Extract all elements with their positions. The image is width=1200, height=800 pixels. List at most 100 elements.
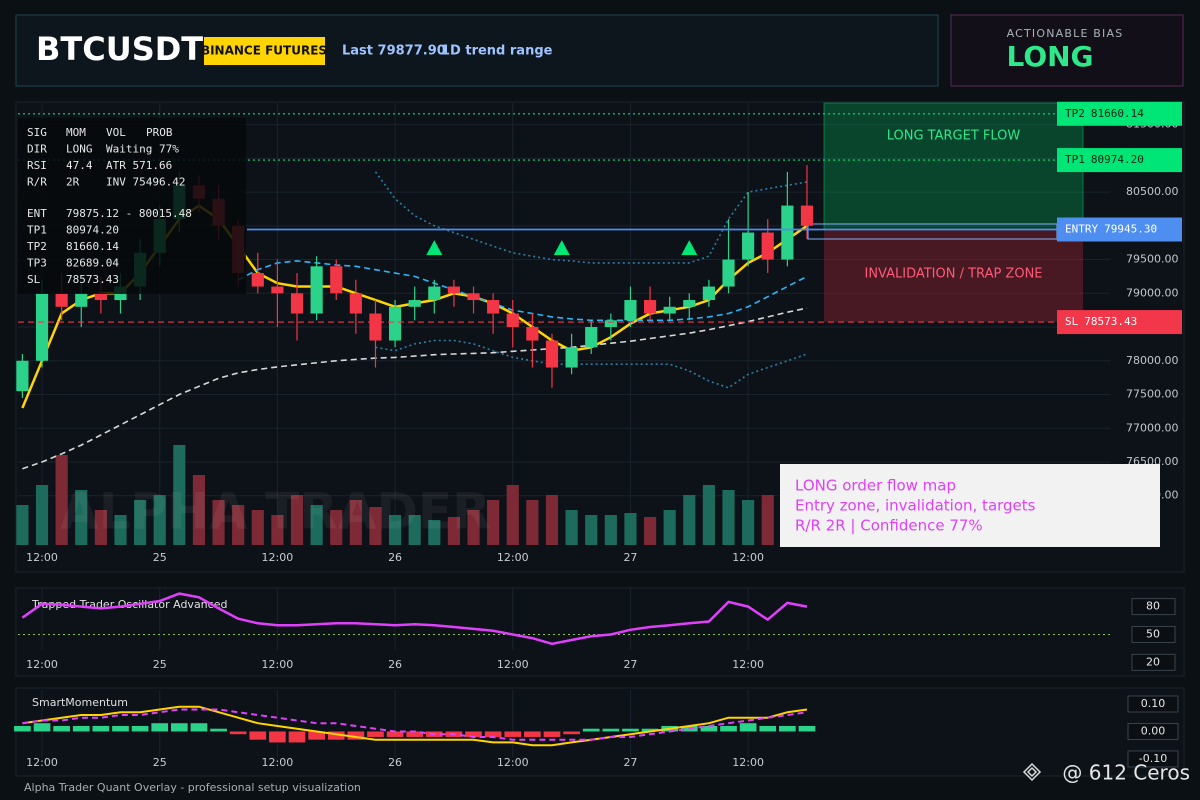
table-cell: VOL — [106, 126, 126, 139]
y-tick-label: 80500.00 — [1126, 185, 1179, 198]
y-tick-box — [1127, 722, 1179, 740]
histogram-bar — [759, 725, 777, 732]
indicator-line — [22, 307, 808, 470]
level-name: TP2 — [1065, 107, 1085, 120]
histogram-bar — [504, 731, 522, 737]
histogram-bar — [406, 731, 424, 737]
volume-bar — [761, 495, 774, 545]
volume-bar — [604, 515, 617, 545]
x-tick-label: 12:00 — [732, 658, 764, 671]
volume-bar — [114, 515, 127, 545]
level-label: TP1 80974.20 — [1065, 153, 1144, 166]
histogram-bar — [524, 731, 541, 737]
x-tick-label: 26 — [388, 756, 402, 769]
x-tick-label: 12:00 — [26, 658, 58, 671]
volume-bar — [565, 510, 578, 545]
candle-body — [330, 266, 343, 294]
histogram-bar — [151, 723, 169, 732]
histogram-bar — [347, 731, 365, 740]
y-tick-box — [1131, 598, 1176, 616]
volume-bar — [624, 513, 637, 545]
y-tick-label: 20 — [1146, 655, 1160, 668]
table-cell: ENT — [27, 207, 47, 220]
volume-bar — [585, 515, 598, 545]
table-cell: DIR — [27, 143, 47, 156]
candle-body — [526, 327, 539, 341]
histogram-bar — [779, 725, 796, 732]
table-cell: 2R — [66, 176, 80, 189]
volume-bar — [702, 485, 715, 545]
volume-bar — [192, 475, 206, 545]
candle-body — [271, 286, 284, 294]
trap-zone-label: INVALIDATION / TRAP ZONE — [864, 267, 1042, 282]
y-tick-label: 77500.00 — [1126, 388, 1179, 401]
y-tick-label: 0.10 — [1141, 697, 1166, 710]
volume-bar — [683, 495, 696, 545]
level-price: 78573.43 — [1084, 315, 1137, 328]
volume-bar — [369, 507, 382, 545]
volume-bar — [94, 510, 107, 545]
table-cell: R/R — [27, 176, 47, 189]
histogram-bar — [249, 731, 267, 740]
histogram-bar — [386, 731, 404, 737]
last-price: Last 79877.90 — [342, 44, 446, 59]
level-name: TP1 — [1065, 153, 1085, 166]
level-label: SL 78573.43 — [1065, 315, 1137, 328]
table-cell: RSI — [27, 159, 47, 172]
level-label: TP2 81660.14 — [1065, 107, 1144, 120]
histogram-bar — [92, 725, 110, 732]
level-box — [1057, 217, 1182, 242]
candle-body — [800, 205, 814, 226]
histogram-bar — [72, 725, 90, 732]
bias-panel — [950, 14, 1184, 87]
y-tick-label: 80 — [1146, 600, 1160, 613]
level-price: 81660.14 — [1091, 107, 1144, 120]
candle-body — [94, 293, 107, 301]
histogram-bar — [739, 723, 757, 732]
histogram-bar — [700, 725, 718, 732]
histogram-bar — [465, 731, 482, 737]
candle-body — [722, 259, 735, 287]
indicator-line — [237, 260, 808, 322]
candle-body — [310, 266, 323, 314]
histogram-bar — [190, 723, 208, 732]
table-cell: SIG — [27, 126, 47, 139]
x-tick-label: 12:00 — [26, 551, 58, 564]
target-zone — [823, 102, 1084, 231]
x-tick-label: 26 — [388, 551, 402, 564]
table-cell: LONG — [66, 143, 93, 156]
x-tick-label: 12:00 — [26, 756, 58, 769]
credit: @ 612 Ceros — [1062, 761, 1190, 785]
candle-body — [369, 313, 382, 341]
volume-bar — [310, 505, 323, 545]
volume-bar — [55, 455, 68, 545]
x-tick-label: 12:00 — [497, 756, 529, 769]
x-tick-label: 12:00 — [262, 551, 294, 564]
x-tick-label: 12:00 — [497, 658, 529, 671]
table-cell: ATR 571.66 — [106, 159, 172, 172]
histogram-bar — [622, 728, 639, 732]
y-tick-label: 79500.00 — [1126, 253, 1179, 266]
table-cell: 82689.04 — [66, 257, 119, 270]
y-tick-label: 79000.00 — [1126, 286, 1179, 299]
table-cell: INV 75496.42 — [106, 176, 185, 189]
candle-body — [643, 300, 657, 314]
table-cell: 80974.20 — [66, 224, 119, 237]
table-cell: MOM — [66, 126, 86, 139]
candle-body — [565, 347, 578, 368]
volume-bar — [643, 517, 657, 545]
histogram-bar — [112, 725, 129, 732]
y-tick-box — [1131, 625, 1176, 643]
credit-icon — [1022, 762, 1042, 782]
candle-body — [349, 293, 362, 314]
level-box — [1057, 101, 1182, 126]
volume-bar — [173, 445, 186, 545]
table-cell: TP1 — [27, 224, 47, 237]
histogram-bar — [720, 725, 737, 732]
x-tick-label: 12:00 — [732, 756, 764, 769]
histogram-bar — [170, 723, 188, 732]
histogram-bar — [131, 725, 149, 732]
x-tick-label: 27 — [623, 551, 637, 564]
